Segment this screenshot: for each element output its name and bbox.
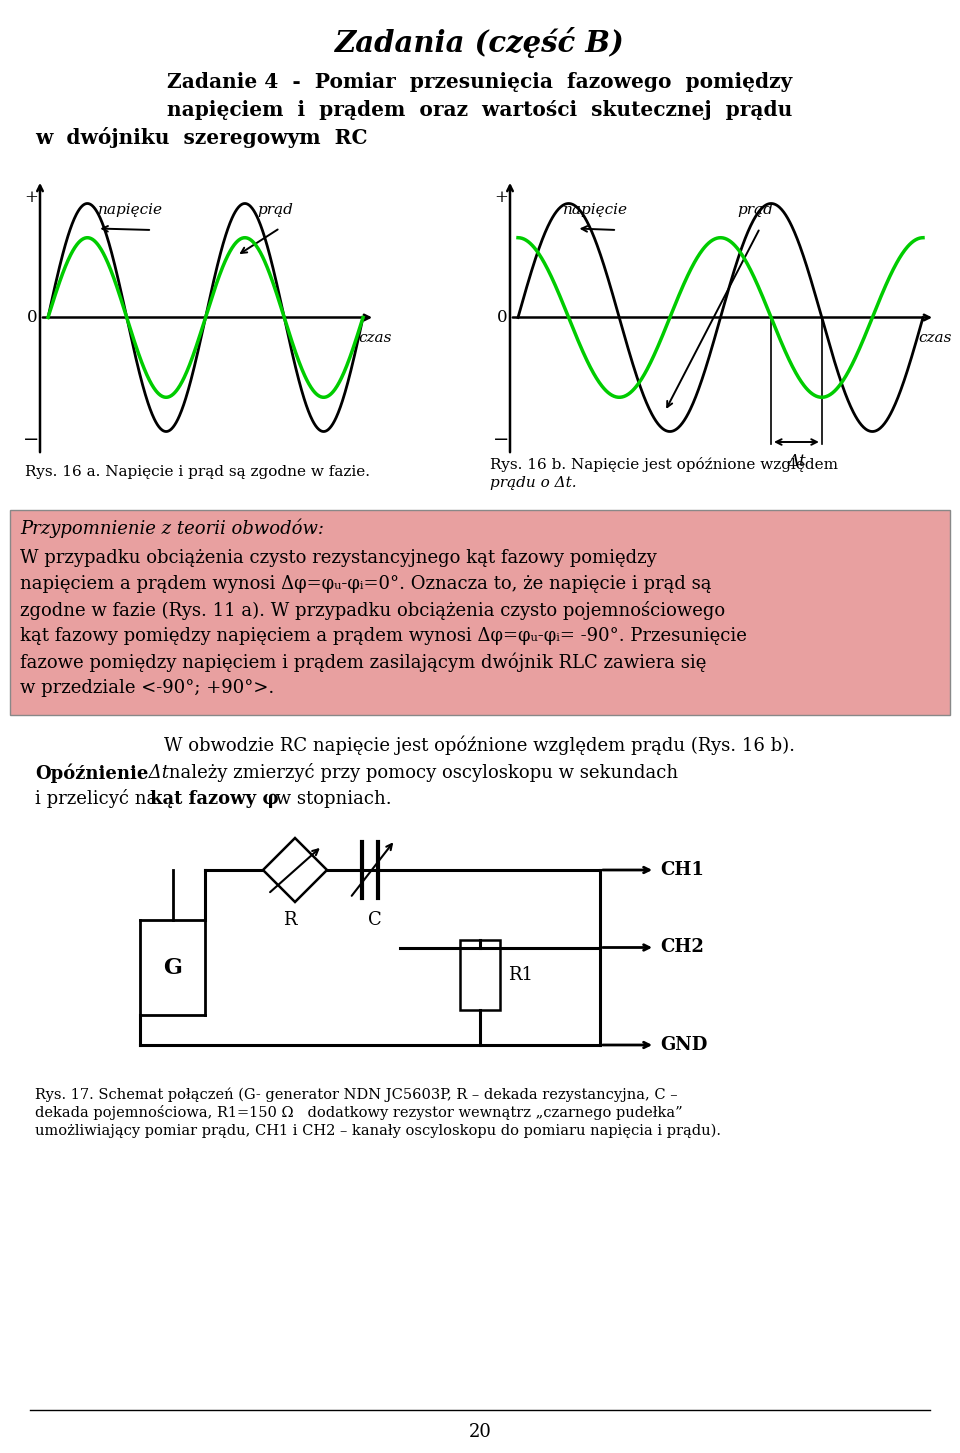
Text: R1: R1 <box>508 966 533 984</box>
Text: W przypadku obciążenia czysto rezystancyjnego kąt fazowy pomiędzy: W przypadku obciążenia czysto rezystancy… <box>20 549 657 567</box>
Text: i przelicyć na: i przelicyć na <box>35 789 163 808</box>
Text: fazowe pomiędzy napięciem i prądem zasilającym dwójnik RLC zawiera się: fazowe pomiędzy napięciem i prądem zasil… <box>20 652 707 671</box>
Text: GND: GND <box>660 1036 708 1053</box>
Bar <box>460 940 500 1010</box>
Text: CH2: CH2 <box>660 939 704 956</box>
Text: −: − <box>492 432 509 449</box>
Text: Zadania (część B): Zadania (część B) <box>335 26 625 58</box>
Text: umożliwiający pomiar prądu, CH1 i CH2 – kanały oscyloskopu do pomiaru napięcia i: umożliwiający pomiar prądu, CH1 i CH2 – … <box>35 1123 721 1138</box>
Text: Rys. 17. Schemat połączeń (G- generator NDN JC5603P, R – dekada rezystancyjna, C: Rys. 17. Schemat połączeń (G- generator … <box>35 1088 678 1103</box>
Text: dekada pojemnościowa, R1=150 Ω   dodatkowy rezystor wewnątrz „czarnego pudełka”: dekada pojemnościowa, R1=150 Ω dodatkowy… <box>35 1106 683 1120</box>
Text: napięciem a prądem wynosi Δφ=φᵤ-φᵢ=0°. Oznacza to, że napięcie i prąd są: napięciem a prądem wynosi Δφ=φᵤ-φᵢ=0°. O… <box>20 575 711 593</box>
Text: czas: czas <box>919 330 951 344</box>
Text: napięcie: napięcie <box>563 203 628 216</box>
Text: Przypomnienie z teorii obwodów:: Przypomnienie z teorii obwodów: <box>20 519 324 538</box>
Text: Rys. 16 a. Napięcie i prąd są zgodne w fazie.: Rys. 16 a. Napięcie i prąd są zgodne w f… <box>25 465 370 479</box>
Text: C: C <box>368 911 382 928</box>
Text: w przedziale <-90°; +90°>.: w przedziale <-90°; +90°>. <box>20 679 275 697</box>
Text: Zadanie 4  -  Pomiar  przesunięcia  fazowego  pomiędzy: Zadanie 4 - Pomiar przesunięcia fazowego… <box>167 73 793 92</box>
Bar <box>10 510 950 715</box>
Text: Δt: Δt <box>787 453 805 471</box>
Text: zgodne w fazie (Rys. 11 a). W przypadku obciążenia czysto pojemnościowego: zgodne w fazie (Rys. 11 a). W przypadku … <box>20 600 725 619</box>
Text: kąt fazowy φ: kąt fazowy φ <box>150 790 278 808</box>
Text: −: − <box>23 432 39 449</box>
Text: CH1: CH1 <box>660 862 704 879</box>
Text: czas: czas <box>358 330 392 344</box>
Text: G: G <box>163 956 182 978</box>
Text: +: + <box>24 189 38 205</box>
Text: w  dwójniku  szeregowym  RC: w dwójniku szeregowym RC <box>35 128 368 148</box>
Text: prąd: prąd <box>737 203 773 216</box>
Text: prąd: prąd <box>257 203 293 216</box>
Text: 20: 20 <box>468 1422 492 1441</box>
Text: kąt fazowy pomiędzy napięciem a prądem wynosi Δφ=φᵤ-φᵢ= -90°. Przesunięcie: kąt fazowy pomiędzy napięciem a prądem w… <box>20 628 747 645</box>
Text: W obwodzie RC napięcie jest opóźnione względem prądu (Rys. 16 b).: W obwodzie RC napięcie jest opóźnione wz… <box>164 735 796 754</box>
Text: 0: 0 <box>27 309 37 325</box>
Text: R: R <box>283 911 297 928</box>
Text: 0: 0 <box>496 309 507 325</box>
Text: prądu o Δt.: prądu o Δt. <box>490 477 577 490</box>
Text: w stopniach.: w stopniach. <box>270 790 392 808</box>
Text: Opóźnienie: Opóźnienie <box>35 763 149 783</box>
Text: Rys. 16 b. Napięcie jest opóźnione względem: Rys. 16 b. Napięcie jest opóźnione wzglę… <box>490 458 838 472</box>
Text: napięcie: napięcie <box>98 203 162 216</box>
Polygon shape <box>263 838 327 902</box>
Text: Δt: Δt <box>143 764 169 782</box>
Text: +: + <box>494 189 508 205</box>
Text: napięciem  i  prądem  oraz  wartości  skutecznej  prądu: napięciem i prądem oraz wartości skutecz… <box>167 100 793 121</box>
Text: należy zmierzyć przy pomocy oscyloskopu w sekundach: należy zmierzyć przy pomocy oscyloskopu … <box>163 763 678 783</box>
